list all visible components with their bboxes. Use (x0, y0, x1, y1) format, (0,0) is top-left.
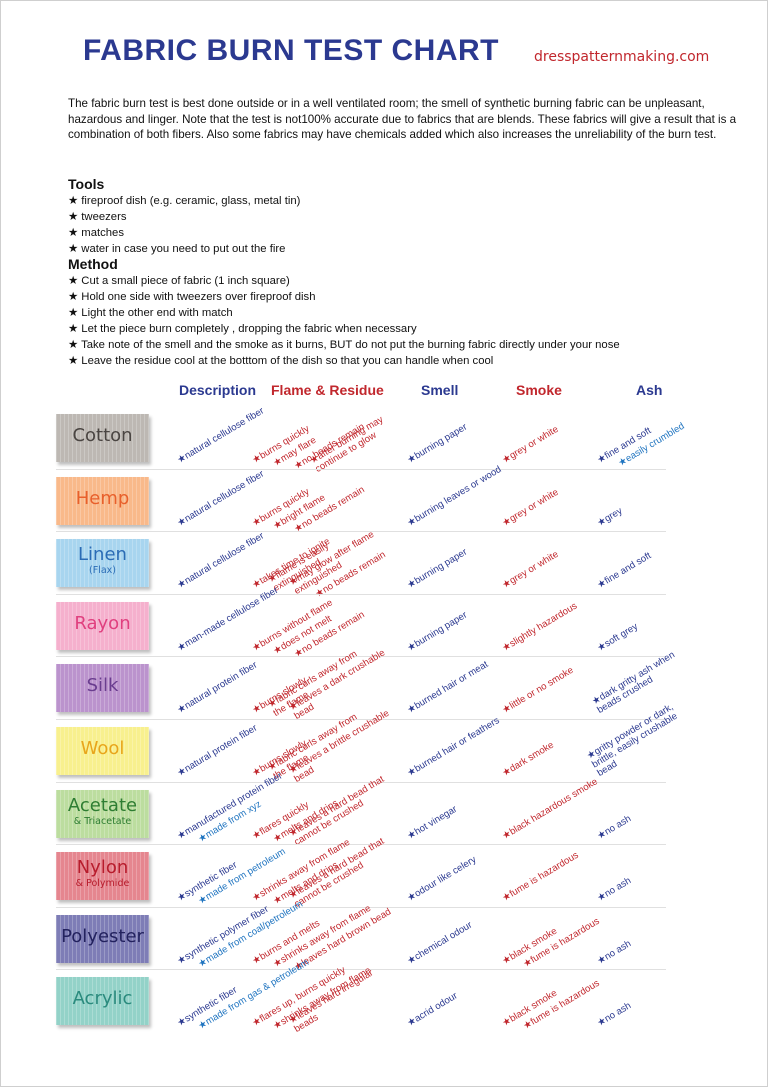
intro: The fabric burn test is best done outsid… (68, 97, 737, 141)
smell-entry: burning paper (406, 609, 469, 654)
title: FABRIC BURN TEST CHART (83, 34, 499, 67)
fabric-subname: (Flax) (89, 565, 116, 577)
fabric-subname: & Polymide (75, 878, 130, 890)
row-divider (56, 844, 666, 846)
fabric-name: Wool (80, 738, 125, 759)
ash-entry: no ash (596, 938, 633, 967)
fabric-name: Rayon (74, 612, 131, 634)
method-item: Cut a small piece of fabric (1 inch squa… (68, 273, 620, 289)
flame-entry: after burning may continue to glow (309, 399, 418, 475)
smell-entry: burned hair or meat (406, 659, 490, 716)
method-item: Hold one side with tweezers over firepro… (68, 289, 620, 305)
row-divider (56, 781, 666, 783)
tools-item: matches (68, 225, 300, 241)
fabric-swatch: Rayon (56, 601, 149, 650)
tools-heading: Tools (68, 176, 105, 192)
column-header: Smell (421, 382, 459, 398)
fabric-swatch: Hemp (56, 476, 149, 525)
fabric-swatch: Acetate & Triacetate (56, 789, 149, 838)
fabric-swatch: Nylon & Polymide (56, 852, 149, 901)
smoke-entry: grey or white (501, 549, 561, 591)
fabric-name: Hemp (75, 487, 130, 509)
tools-item: fireproof dish (e.g. ceramic, glass, met… (68, 193, 300, 209)
smell-entry: odour like celery (406, 854, 479, 904)
fabric-name: Acetate (67, 794, 138, 816)
smoke-entry: grey or white (501, 486, 561, 528)
smell-entry: hot vinegar (406, 803, 459, 841)
column-header: Description (179, 382, 257, 398)
smell-entry: burning paper (406, 547, 469, 592)
smell-entry: burning paper (406, 422, 469, 466)
smell-entry: acrid odour (406, 991, 460, 1030)
method-item: Leave the residue cool at the botttom of… (68, 353, 620, 369)
smoke-entry: grey or white (501, 424, 561, 466)
row-divider (56, 593, 666, 595)
fabric-subname: & Triacetate (73, 815, 132, 827)
tools-list: fireproof dish (e.g. ceramic, glass, met… (68, 193, 300, 257)
column-header: Smoke (516, 382, 562, 398)
tools-item: tweezers (68, 209, 300, 225)
description-entry: natural protein fiber (176, 660, 260, 717)
ash-entry: fine and soft (596, 550, 653, 591)
ash-entry: no ash (596, 875, 633, 904)
fabric-name: Nylon (76, 857, 129, 879)
method-item: Light the other end with match (68, 305, 620, 321)
smell-entry: burning leaves or wood (406, 464, 504, 528)
row-divider (56, 468, 666, 470)
fabric-swatch: Acrylic (56, 977, 149, 1026)
fabric-swatch: Wool (56, 727, 149, 775)
fabric-name: Polyester (61, 925, 144, 947)
fabric-name: Acrylic (72, 988, 133, 1010)
method-item: Let the piece burn completely , dropping… (68, 321, 620, 337)
fabric-name: Linen (78, 544, 127, 566)
smoke-entry: little or no smoke (501, 665, 576, 716)
smoke-entry: fume is hazardous (501, 850, 581, 904)
smell-entry: burned hair or feathers (406, 715, 502, 779)
ash-entry: soft grey (596, 621, 640, 654)
method-heading: Method (68, 256, 118, 272)
tools: Tools fireproof dish (e.g. ceramic, glas… (68, 176, 300, 257)
smoke-entry: slightly hazardous (501, 600, 579, 654)
fabric-name: Cotton (72, 425, 133, 446)
smoke-entry: dark smoke (501, 740, 556, 779)
fabric-swatch: Linen (Flax) (56, 539, 149, 588)
ash-entry: grey (596, 505, 625, 529)
fabric-swatch: Polyester (56, 914, 149, 963)
method: Method Cut a small piece of fabric (1 in… (68, 256, 620, 369)
method-item: Take note of the smell and the smoke as … (68, 337, 620, 353)
column-header: Flame & Residue (271, 382, 384, 398)
description-entry: natural protein fiber (176, 723, 260, 779)
tools-item: water in case you need to put out the fi… (68, 241, 300, 257)
site-link: dresspatternmaking.com (534, 49, 710, 65)
smell-entry: chemical odour (406, 919, 474, 967)
ash-entry: no ash (596, 813, 633, 842)
fabric-swatch: Cotton (56, 414, 149, 462)
smoke-entry: black hazardous smoke (501, 776, 600, 842)
column-header: Ash (636, 382, 663, 398)
fabric-swatch: Silk (56, 664, 149, 713)
method-list: Cut a small piece of fabric (1 inch squa… (68, 273, 620, 369)
ash-entry: no ash (596, 1001, 633, 1030)
fabric-name: Silk (86, 675, 119, 697)
